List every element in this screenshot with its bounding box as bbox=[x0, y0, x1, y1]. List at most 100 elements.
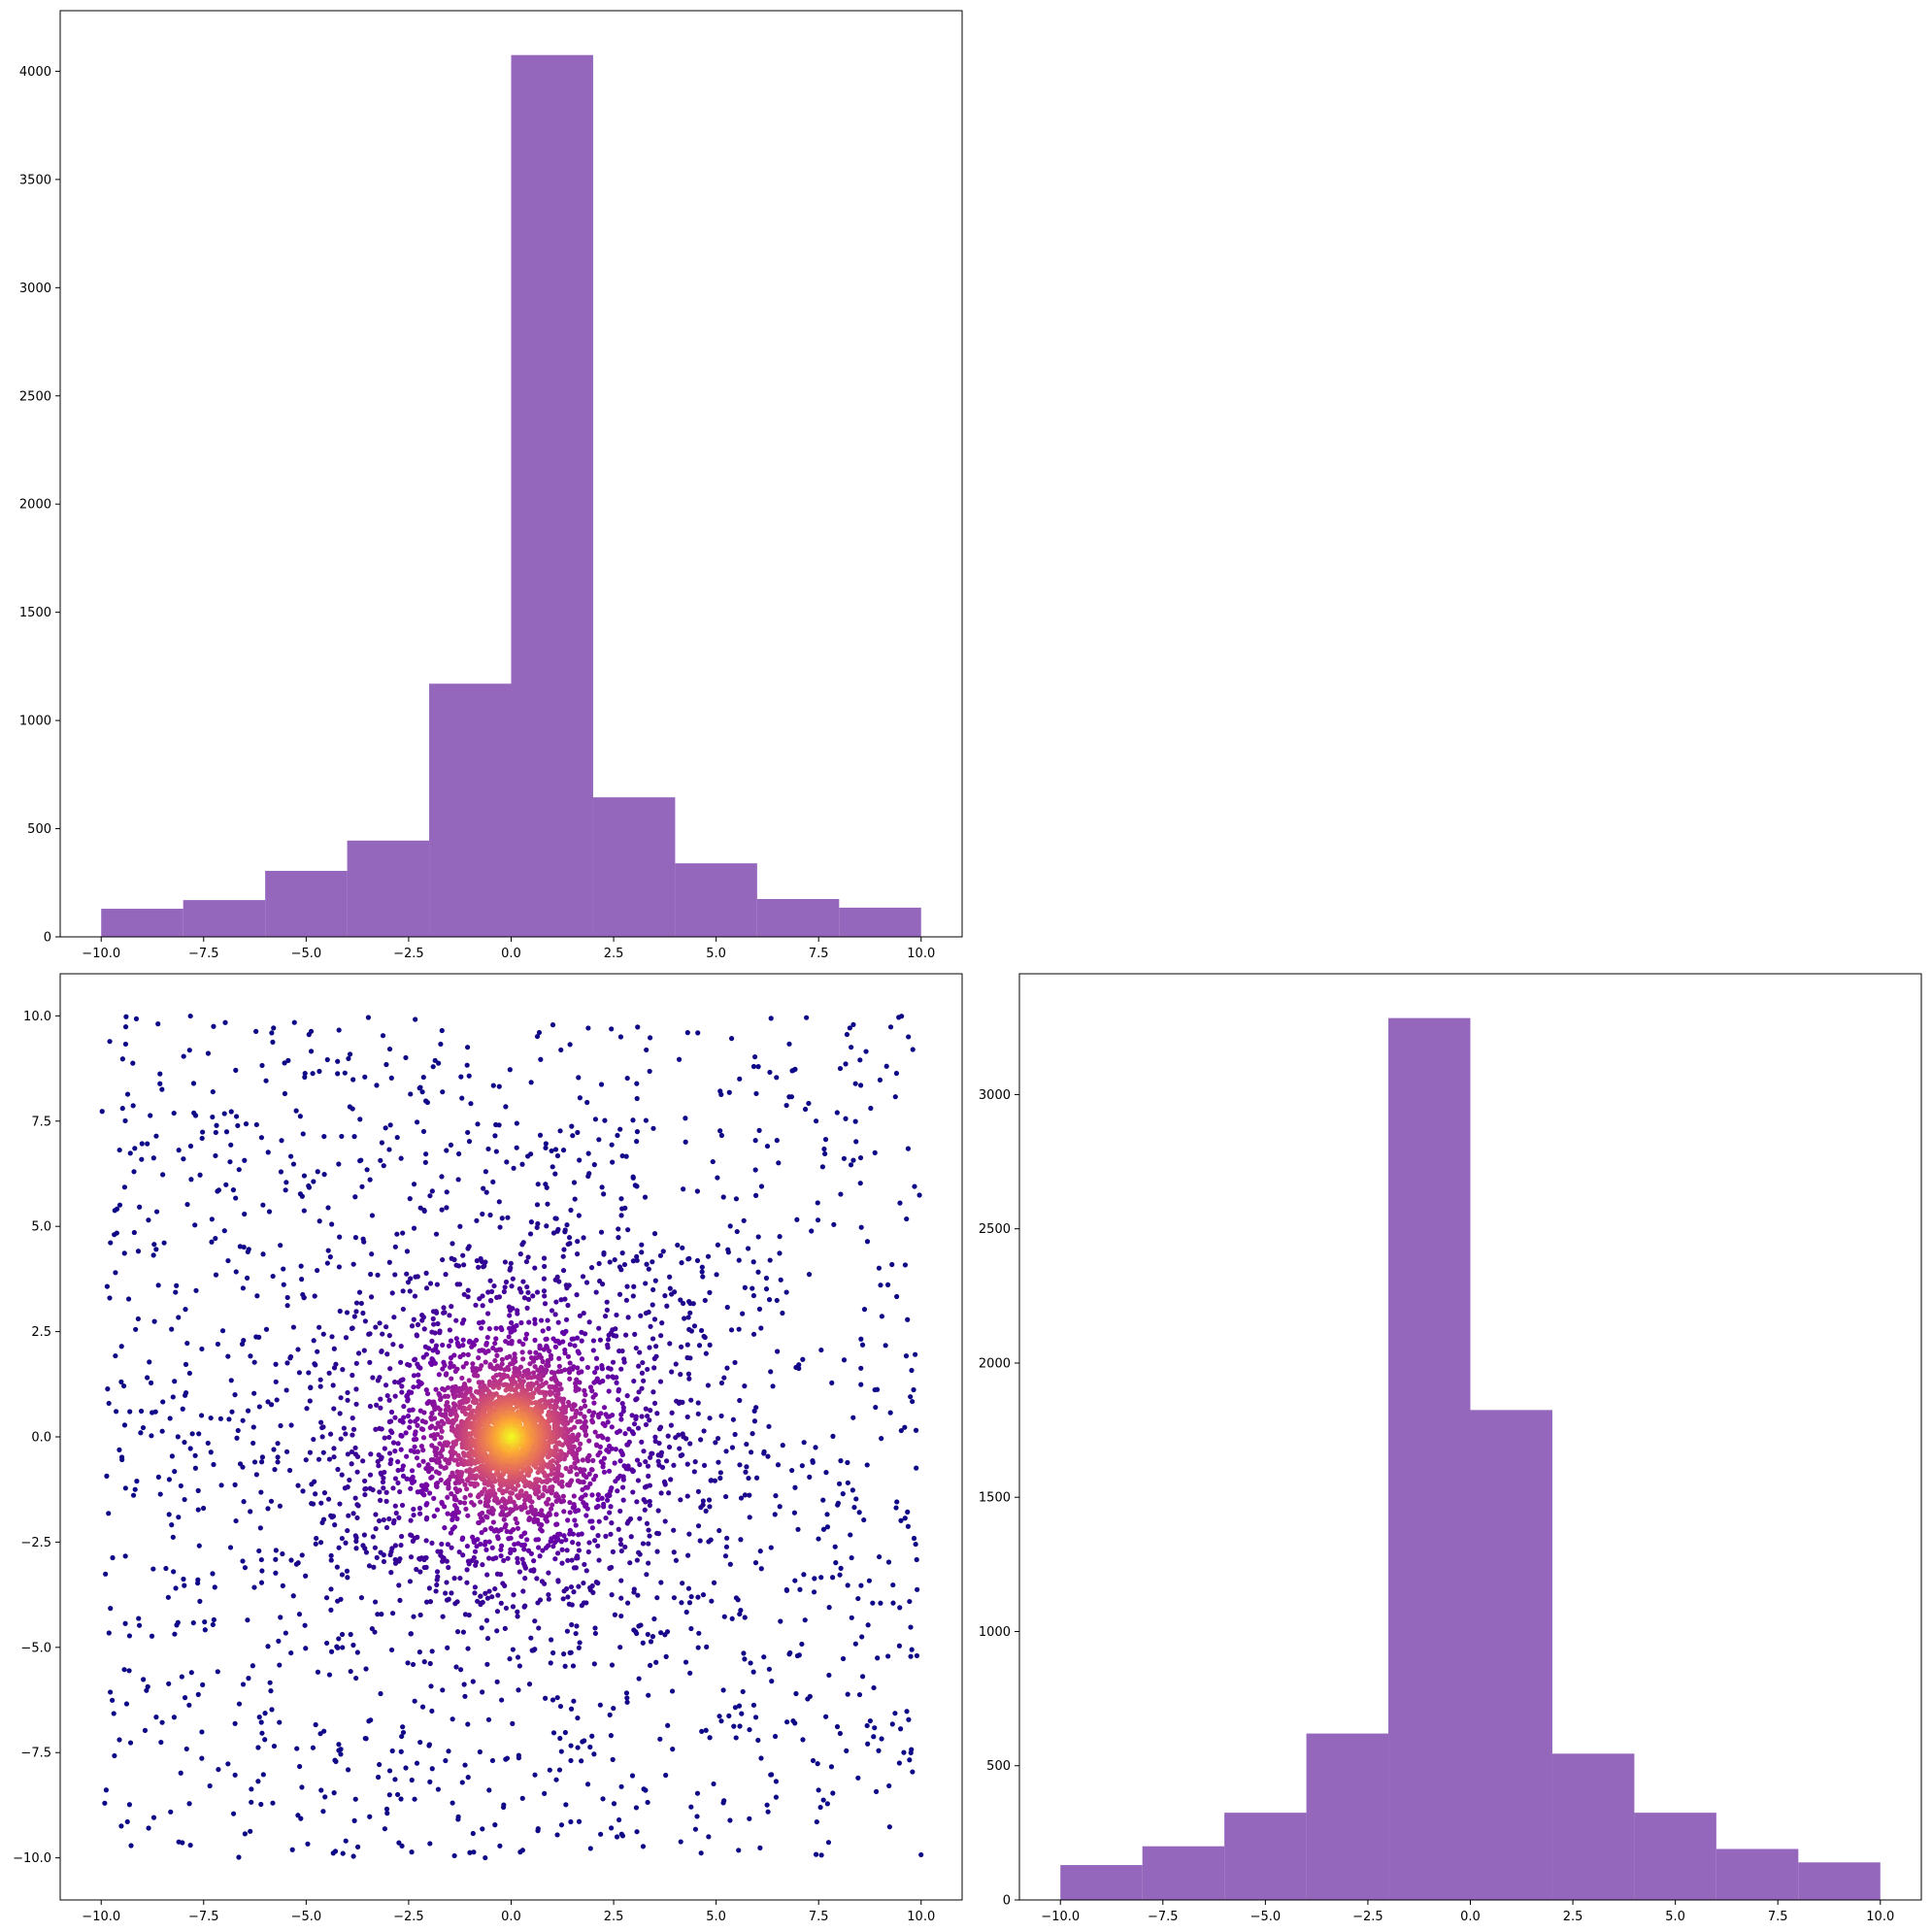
scatter-point bbox=[465, 1513, 471, 1518]
scatter-point bbox=[463, 1506, 469, 1512]
scatter-point bbox=[686, 1376, 692, 1382]
scatter-point bbox=[465, 1294, 471, 1300]
scatter-point bbox=[450, 1516, 455, 1522]
scatter-point bbox=[388, 1647, 395, 1653]
scatter-point bbox=[858, 1224, 864, 1230]
scatter-point bbox=[593, 1289, 599, 1295]
scatter-point bbox=[233, 1195, 239, 1201]
scatter-point bbox=[502, 1284, 508, 1290]
scatter-point bbox=[813, 1851, 819, 1857]
scatter-point bbox=[331, 1346, 337, 1351]
scatter-point bbox=[748, 1660, 753, 1666]
scatter-point bbox=[749, 1285, 755, 1291]
scatter-point bbox=[897, 1200, 903, 1206]
scatter-point bbox=[872, 1386, 878, 1393]
scatter-point bbox=[539, 1508, 545, 1514]
scatter-point bbox=[174, 1282, 180, 1288]
scatter-point bbox=[331, 1454, 337, 1460]
scatter-point bbox=[320, 1424, 326, 1430]
x-tick-label: 0.0 bbox=[501, 947, 521, 961]
scatter-point bbox=[778, 1277, 783, 1282]
scatter-point bbox=[188, 1670, 194, 1676]
scatter-point bbox=[535, 1220, 541, 1227]
scatter-point bbox=[654, 1595, 660, 1601]
scatter-point bbox=[561, 1331, 567, 1337]
scatter-point bbox=[435, 1574, 441, 1580]
scatter-point bbox=[717, 1475, 723, 1482]
scatter-point bbox=[906, 1034, 912, 1040]
scatter-point bbox=[468, 1456, 475, 1462]
scatter-point bbox=[350, 1372, 355, 1379]
scatter-point bbox=[647, 1035, 653, 1041]
scatter-point bbox=[736, 1848, 742, 1853]
scatter-point bbox=[455, 1427, 462, 1433]
scatter-point bbox=[215, 1341, 221, 1348]
scatter-point bbox=[824, 1524, 831, 1530]
scatter-point bbox=[452, 1408, 458, 1414]
scatter-point bbox=[471, 1554, 477, 1561]
scatter-point bbox=[440, 1342, 446, 1349]
scatter-point bbox=[429, 1766, 435, 1772]
scatter-point bbox=[581, 1500, 586, 1506]
scatter-point bbox=[673, 1435, 679, 1441]
scatter-point bbox=[829, 1575, 836, 1581]
scatter-point bbox=[449, 1545, 454, 1550]
scatter-point bbox=[580, 1486, 585, 1493]
scatter-point bbox=[163, 1565, 169, 1572]
scatter-point bbox=[415, 1422, 420, 1428]
scatter-point bbox=[563, 1537, 569, 1543]
scatter-point bbox=[896, 1760, 902, 1766]
scatter-point bbox=[289, 1847, 295, 1852]
scatter-point bbox=[240, 1285, 247, 1291]
scatter-point bbox=[329, 1221, 335, 1227]
scatter-point bbox=[383, 1382, 389, 1388]
scatter-point bbox=[601, 1469, 608, 1475]
scatter-point bbox=[546, 1591, 551, 1598]
scatter-point bbox=[637, 1349, 643, 1355]
scatter-point bbox=[664, 1629, 671, 1635]
scatter-point bbox=[363, 1485, 369, 1491]
scatter-point bbox=[488, 1525, 494, 1531]
scatter-point bbox=[545, 1201, 550, 1207]
scatter-point bbox=[494, 1294, 500, 1300]
scatter-point bbox=[378, 1157, 383, 1163]
scatter-point bbox=[288, 1649, 294, 1656]
scatter-point bbox=[536, 1625, 542, 1631]
scatter-point bbox=[421, 1492, 427, 1498]
scatter-point bbox=[136, 1622, 143, 1628]
scatter-point bbox=[227, 1159, 233, 1165]
scatter-point bbox=[742, 1383, 748, 1389]
scatter-point bbox=[542, 1263, 548, 1270]
scatter-point bbox=[494, 1679, 500, 1684]
scatter-point bbox=[592, 1116, 599, 1122]
scatter-point bbox=[714, 1272, 719, 1278]
scatter-point bbox=[617, 1458, 623, 1464]
scatter-point bbox=[302, 1622, 308, 1628]
scatter-point bbox=[548, 1459, 553, 1465]
scatter-point bbox=[909, 1647, 915, 1652]
scatter-point bbox=[214, 1122, 219, 1128]
scatter-point bbox=[722, 1493, 729, 1500]
scatter-point bbox=[591, 1477, 597, 1482]
scatter-point bbox=[122, 1485, 128, 1491]
scatter-point bbox=[555, 1319, 561, 1325]
scatter-point bbox=[216, 1187, 222, 1193]
scatter-point bbox=[187, 1446, 193, 1451]
scatter-point bbox=[457, 1667, 464, 1673]
scatter-point bbox=[518, 1289, 524, 1295]
scatter-point bbox=[417, 1365, 423, 1371]
scatter-point bbox=[886, 1782, 892, 1789]
scatter-point bbox=[832, 1544, 838, 1549]
scatter-point bbox=[149, 1433, 154, 1439]
scatter-point bbox=[278, 1169, 284, 1175]
scatter-point bbox=[686, 1531, 692, 1537]
scatter-point bbox=[657, 1736, 663, 1742]
scatter-point bbox=[497, 1372, 503, 1378]
scatter-point bbox=[568, 1706, 575, 1712]
scatter-point bbox=[157, 1071, 163, 1077]
scatter-point bbox=[437, 1330, 443, 1336]
scatter-point bbox=[698, 1437, 704, 1443]
scatter-point bbox=[608, 1504, 614, 1510]
scatter-point bbox=[255, 1779, 261, 1784]
scatter-point bbox=[703, 1350, 709, 1356]
